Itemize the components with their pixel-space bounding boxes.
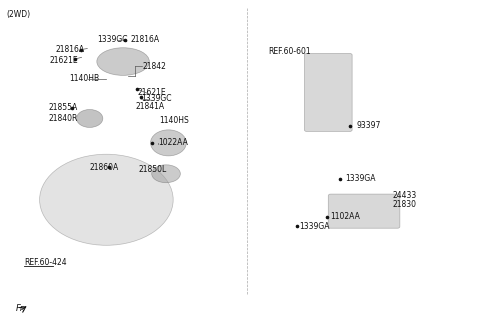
- Text: 21841A: 21841A: [136, 102, 165, 111]
- Text: 1339GA: 1339GA: [345, 174, 375, 183]
- Text: 21860A: 21860A: [90, 163, 119, 172]
- Text: 21840R: 21840R: [48, 114, 78, 123]
- Text: 21850L: 21850L: [139, 165, 167, 174]
- Text: 21816A: 21816A: [55, 45, 84, 54]
- Text: 21830: 21830: [393, 200, 417, 209]
- Text: REF.60-601: REF.60-601: [269, 47, 311, 56]
- FancyBboxPatch shape: [304, 53, 352, 132]
- Text: 21842: 21842: [142, 62, 166, 71]
- Text: 1140HB: 1140HB: [69, 74, 99, 83]
- Text: (2WD): (2WD): [6, 10, 30, 18]
- Text: 21855A: 21855A: [48, 103, 77, 112]
- Text: 1339GA: 1339GA: [300, 222, 330, 231]
- Text: Fr.: Fr.: [16, 304, 26, 313]
- Ellipse shape: [39, 154, 173, 245]
- Text: REF.60-424: REF.60-424: [24, 258, 67, 267]
- Ellipse shape: [76, 110, 103, 127]
- Text: 1339GC: 1339GC: [141, 94, 171, 103]
- Text: 24433: 24433: [393, 191, 417, 200]
- Text: 1140HS: 1140HS: [159, 115, 189, 125]
- Text: 21621E: 21621E: [137, 88, 166, 97]
- Ellipse shape: [97, 48, 149, 75]
- Text: 21621E: 21621E: [49, 56, 78, 65]
- Text: 1102AA: 1102AA: [330, 212, 360, 221]
- Text: 1022AA: 1022AA: [158, 138, 188, 147]
- Text: 21816A: 21816A: [130, 35, 159, 44]
- Text: 1339GC: 1339GC: [97, 35, 127, 44]
- Ellipse shape: [152, 165, 180, 183]
- Ellipse shape: [151, 130, 186, 156]
- FancyBboxPatch shape: [328, 194, 400, 228]
- Text: 93397: 93397: [357, 121, 381, 130]
